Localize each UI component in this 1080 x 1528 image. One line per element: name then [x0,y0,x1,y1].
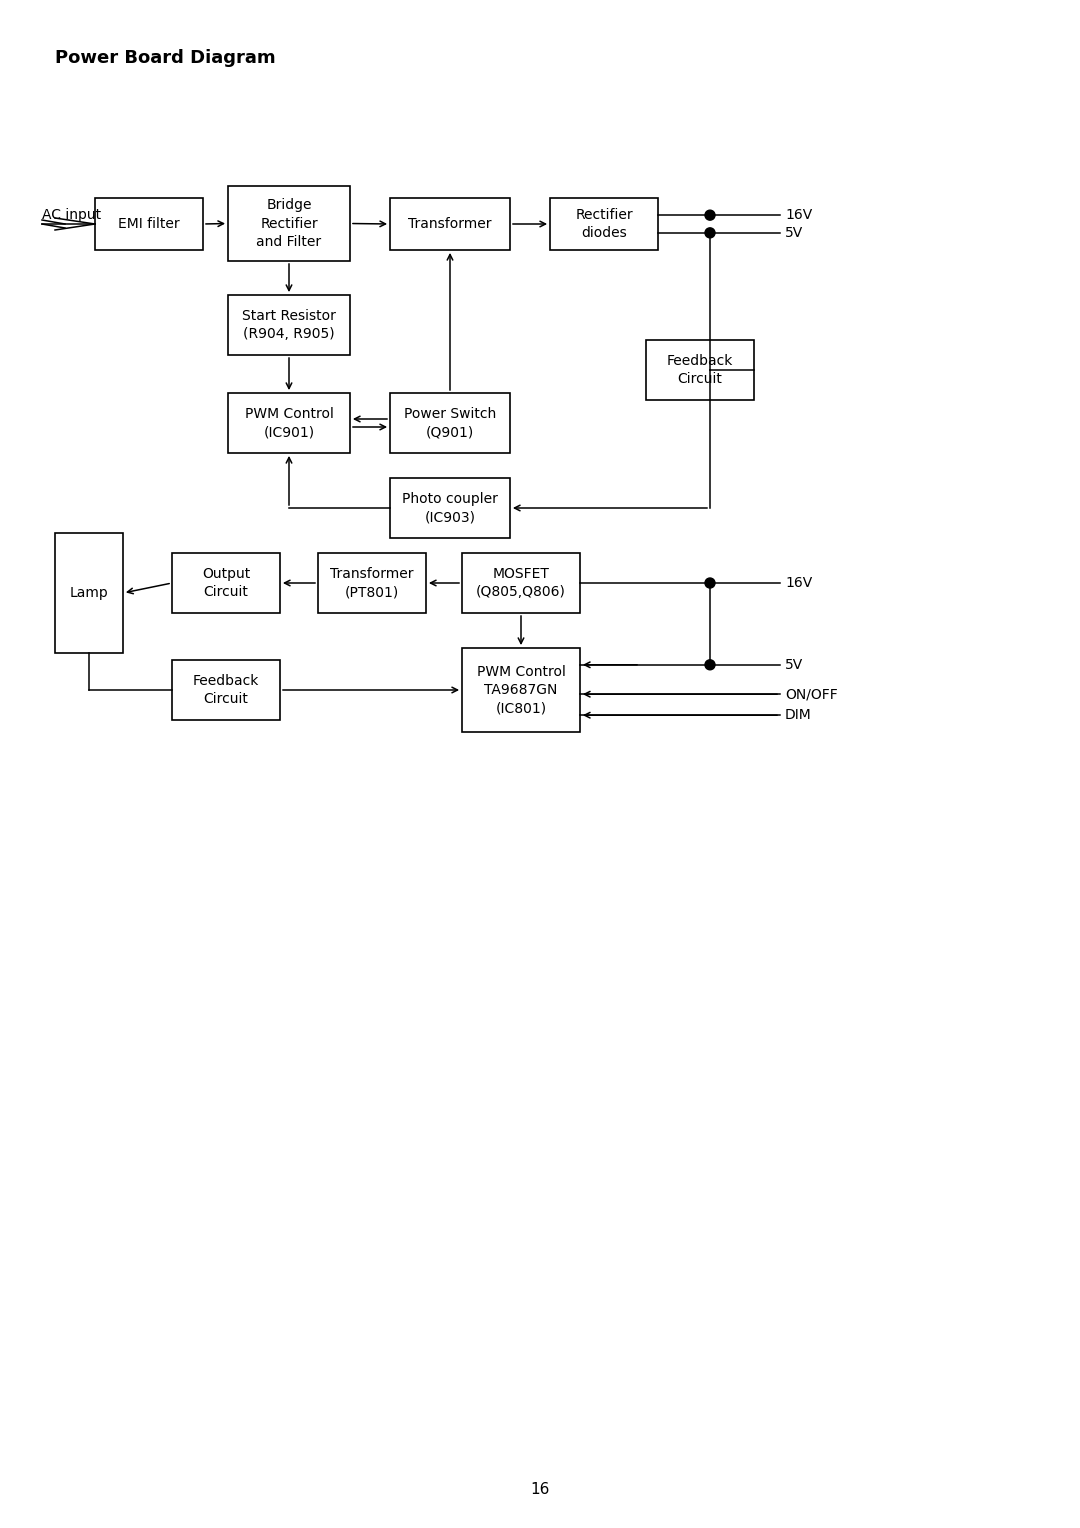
Text: Power Switch
(Q901): Power Switch (Q901) [404,406,496,439]
Bar [228,393,350,452]
Bar [390,393,510,452]
Bar [550,199,658,251]
Bar [646,341,754,400]
Circle shape [705,660,715,669]
Text: PWM Control
TA9687GN
(IC801): PWM Control TA9687GN (IC801) [476,665,566,715]
Text: 16V: 16V [785,208,812,222]
Bar [462,553,580,613]
Bar [172,553,280,613]
Text: Photo coupler
(IC903): Photo coupler (IC903) [402,492,498,524]
Text: Feedback
Circuit: Feedback Circuit [666,354,733,387]
Text: Lamp: Lamp [69,587,108,601]
Text: PWM Control
(IC901): PWM Control (IC901) [244,406,334,439]
Circle shape [705,211,715,220]
Bar [318,553,426,613]
Bar [95,199,203,251]
Text: 5V: 5V [785,657,804,672]
Text: Rectifier
diodes: Rectifier diodes [576,208,633,240]
Text: DIM: DIM [785,707,812,723]
Circle shape [705,228,715,238]
Bar [228,295,350,354]
Bar [55,533,123,652]
Text: Transformer
(PT801): Transformer (PT801) [330,567,414,599]
Text: Start Resistor
(R904, R905): Start Resistor (R904, R905) [242,309,336,341]
Text: 16: 16 [530,1482,550,1497]
Bar [172,660,280,720]
Text: MOSFET
(Q805,Q806): MOSFET (Q805,Q806) [476,567,566,599]
Text: ON/OFF: ON/OFF [785,688,838,701]
Bar [228,186,350,261]
Bar [462,648,580,732]
Text: Power Board Diagram: Power Board Diagram [55,49,275,67]
Text: Output
Circuit: Output Circuit [202,567,251,599]
Text: Transformer: Transformer [408,217,491,231]
Text: Feedback
Circuit: Feedback Circuit [193,674,259,706]
Text: 16V: 16V [785,576,812,590]
Circle shape [705,578,715,588]
Bar [390,199,510,251]
Text: EMI filter: EMI filter [118,217,179,231]
Text: Bridge
Rectifier
and Filter: Bridge Rectifier and Filter [256,199,322,249]
Text: AC input: AC input [42,208,102,222]
Text: 5V: 5V [785,226,804,240]
Bar [390,478,510,538]
